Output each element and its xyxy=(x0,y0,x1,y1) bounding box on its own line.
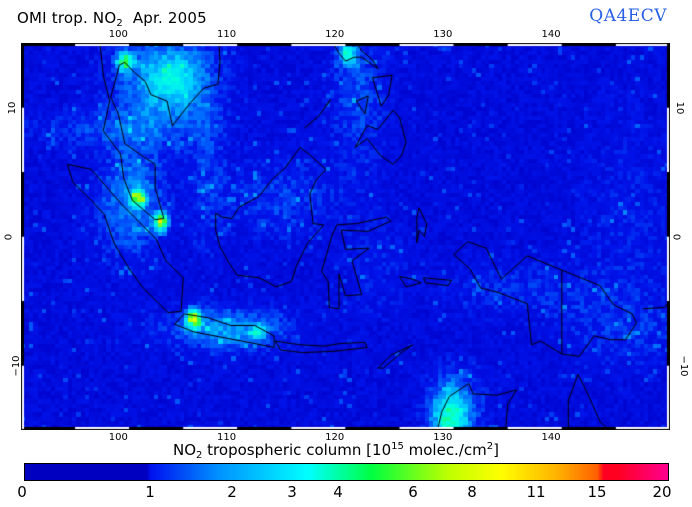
colorbar-tick-label: 0 xyxy=(17,483,27,501)
colorbar-tick-label: 20 xyxy=(652,483,672,501)
no2-heatmap-canvas xyxy=(21,43,670,430)
colorbar-tick-label: 1 xyxy=(145,483,155,501)
colorbar xyxy=(24,463,669,481)
lon-tick-label: 110 xyxy=(216,432,237,443)
lon-tick-label: 100 xyxy=(108,432,128,443)
lon-tick-label: 100 xyxy=(108,29,128,40)
lat-tick-label: −10 xyxy=(678,354,690,377)
lat-tick-label: 10 xyxy=(6,101,18,114)
colorbar-tick-label: 8 xyxy=(467,483,477,501)
brand-logo: QA4ECV xyxy=(589,6,667,26)
colorbar-tick-label: 11 xyxy=(526,483,546,501)
no2-map xyxy=(21,43,670,430)
lon-tick-label: 120 xyxy=(325,432,345,443)
lon-tick-label: 120 xyxy=(325,29,345,40)
lon-tick-label: 130 xyxy=(433,29,453,40)
colorbar-title: NO2 tropospheric column [1015 molec./cm2… xyxy=(173,441,499,461)
colorbar-tick-label: 6 xyxy=(408,483,418,501)
map-title: OMI trop. NO2 Apr. 2005 xyxy=(17,9,207,29)
colorbar-tick-label: 15 xyxy=(587,483,607,501)
lat-tick-label: 0 xyxy=(3,233,15,240)
lat-tick-label: 10 xyxy=(673,101,685,114)
lon-tick-label: 140 xyxy=(541,29,561,40)
lon-tick-label: 110 xyxy=(216,29,237,40)
colorbar-tick-label: 3 xyxy=(287,483,297,501)
colorbar-tick-label: 4 xyxy=(333,483,343,501)
lon-tick-label: 130 xyxy=(433,432,453,443)
lon-tick-label: 140 xyxy=(541,432,561,443)
lat-tick-label: 0 xyxy=(670,233,682,240)
colorbar-tick-label: 2 xyxy=(227,483,237,501)
